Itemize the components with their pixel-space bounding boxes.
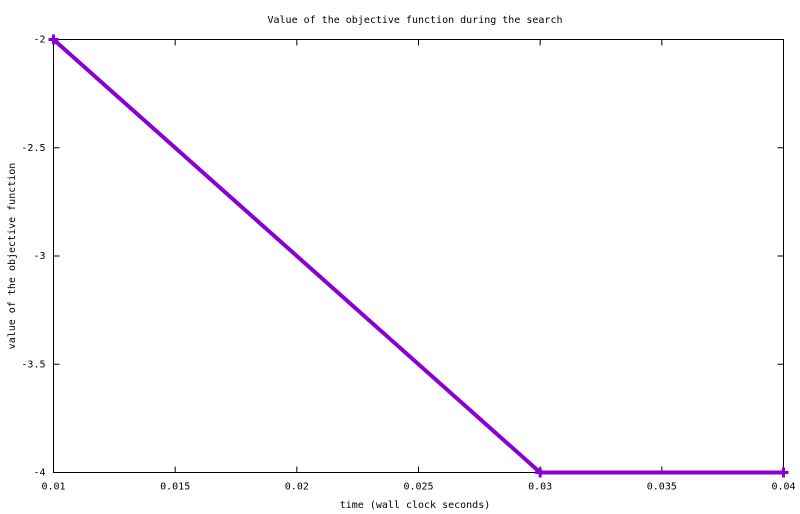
y-tick-label: -2.5	[21, 143, 45, 154]
x-tick-label: 0.025	[403, 482, 433, 493]
x-tick-label: 0.03	[528, 482, 552, 493]
x-tick-label: 0.015	[160, 482, 190, 493]
y-axis-label: value of the objective function	[7, 163, 18, 350]
y-tick-label: -2	[33, 35, 45, 46]
chart-title: Value of the objective function during t…	[267, 15, 562, 26]
x-tick-label: 0.04	[771, 482, 795, 493]
y-tick-label: -3.5	[21, 359, 45, 370]
x-tick-label: 0.035	[647, 482, 677, 493]
x-tick-label: 0.01	[41, 482, 65, 493]
y-tick-label: -4	[33, 468, 45, 479]
point-marker	[48, 34, 59, 45]
y-tick-label: -3	[33, 251, 45, 262]
point-marker	[535, 467, 546, 478]
x-axis-label: time (wall clock seconds)	[340, 500, 491, 511]
point-marker	[778, 467, 789, 478]
x-tick-label: 0.02	[285, 482, 309, 493]
